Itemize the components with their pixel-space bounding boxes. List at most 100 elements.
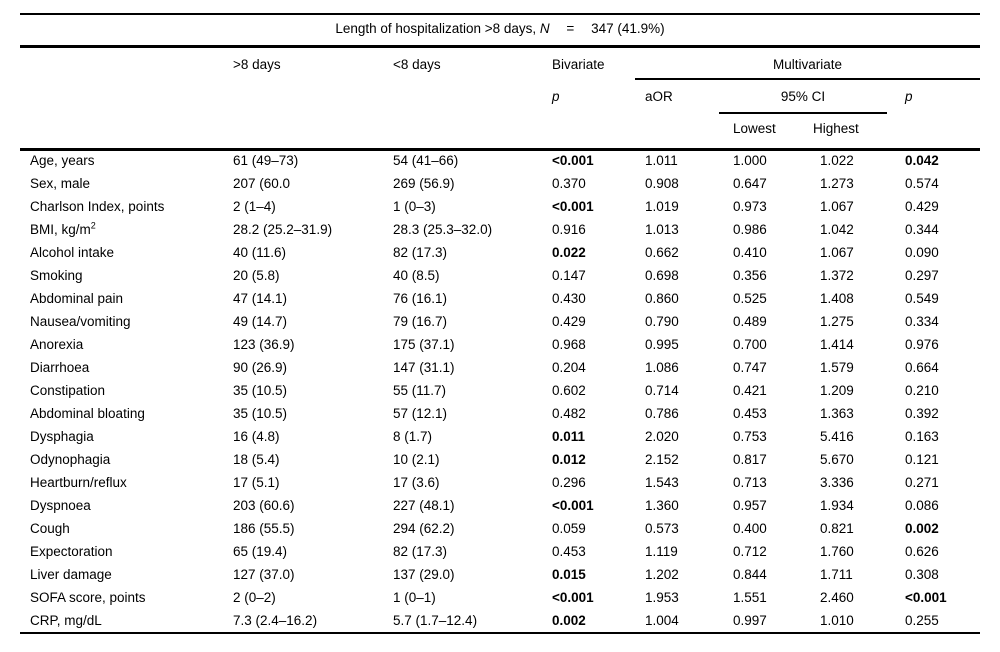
table-rule-bottom	[20, 632, 980, 634]
ci-highest-value: 1.022	[820, 153, 854, 168]
lt8-days-value: 1 (0–3)	[393, 199, 436, 214]
row-label: Constipation	[30, 383, 106, 398]
bivariate-p-value: <0.001	[552, 199, 594, 214]
ci-highest-value: 5.416	[820, 429, 854, 444]
table-title-n-symbol: N	[539, 21, 550, 36]
aor-value: 1.019	[645, 199, 679, 214]
multivariate-p-value: 0.255	[905, 613, 939, 628]
lt8-days-value: 10 (2.1)	[393, 452, 440, 467]
aor-value: 0.573	[645, 521, 679, 536]
bivariate-p-value: <0.001	[552, 590, 594, 605]
ci-highest-value: 3.336	[820, 475, 854, 490]
lt8-days-value: 269 (56.9)	[393, 176, 455, 191]
gt8-days-value: 203 (60.6)	[233, 498, 295, 513]
ci-highest-value: 1.579	[820, 360, 854, 375]
aor-value: 0.786	[645, 406, 679, 421]
table-row: Charlson Index, points 2 (1–4) 1 (0–3) <…	[0, 195, 1000, 218]
aor-value: 1.543	[645, 475, 679, 490]
table-title-text: Length of hospitalization >8 days,	[335, 21, 537, 36]
ci-lowest-value: 0.747	[733, 360, 767, 375]
multivariate-p-value: 0.121	[905, 452, 939, 467]
gt8-days-value: 16 (4.8)	[233, 429, 280, 444]
gt8-days-value: 123 (36.9)	[233, 337, 295, 352]
row-label: Abdominal pain	[30, 291, 124, 306]
ci-highest-value: 5.670	[820, 452, 854, 467]
ci-highest-value: 1.711	[820, 567, 853, 582]
lt8-days-value: 137 (29.0)	[393, 567, 455, 582]
bivariate-p-value: 0.015	[552, 567, 586, 582]
table-row: Nausea/vomiting 49 (14.7) 79 (16.7) 0.42…	[0, 310, 1000, 333]
row-label: Anorexia	[30, 337, 84, 352]
row-label: Age, years	[30, 153, 95, 168]
table-rule-header-bottom	[20, 148, 980, 151]
bivariate-p-value: 0.430	[552, 291, 586, 306]
table-row: Heartburn/reflux 17 (5.1) 17 (3.6) 0.296…	[0, 471, 1000, 494]
lt8-days-value: 227 (48.1)	[393, 498, 455, 513]
row-label: Odynophagia	[30, 452, 111, 467]
multivariate-p-value: 0.549	[905, 291, 939, 306]
lt8-days-value: 54 (41–66)	[393, 153, 459, 168]
ci-lowest-value: 0.453	[733, 406, 767, 421]
row-label: Liver damage	[30, 567, 112, 582]
bivariate-p-value: 0.370	[552, 176, 586, 191]
column-header-gt8-days: >8 days	[233, 57, 281, 72]
multivariate-p-value: <0.001	[905, 590, 947, 605]
gt8-days-value: 35 (10.5)	[233, 406, 288, 421]
bivariate-p-value: <0.001	[552, 153, 594, 168]
ci-highest-value: 1.372	[820, 268, 854, 283]
multivariate-p-value: 0.626	[905, 544, 939, 559]
table-title-equals: =	[566, 21, 575, 36]
column-header-lt8-days: <8 days	[393, 57, 441, 72]
gt8-days-value: 61 (49–73)	[233, 153, 299, 168]
ci-lowest-value: 0.525	[733, 291, 767, 306]
gt8-days-value: 90 (26.9)	[233, 360, 288, 375]
lt8-days-value: 79 (16.7)	[393, 314, 448, 329]
bivariate-p-value: 0.204	[552, 360, 586, 375]
lt8-days-value: 40 (8.5)	[393, 268, 440, 283]
row-label: Nausea/vomiting	[30, 314, 131, 329]
ci-lowest-value: 0.817	[733, 452, 767, 467]
row-label: CRP, mg/dL	[30, 613, 102, 628]
multivariate-p-value: 0.297	[905, 268, 939, 283]
column-header-bivariate: Bivariate	[552, 57, 605, 72]
aor-value: 0.790	[645, 314, 679, 329]
aor-value: 1.011	[645, 153, 678, 168]
ci-lowest-value: 0.489	[733, 314, 767, 329]
ci-lowest-value: 0.986	[733, 222, 767, 237]
gt8-days-value: 47 (14.1)	[233, 291, 288, 306]
gt8-days-value: 7.3 (2.4–16.2)	[233, 613, 318, 628]
multivariate-spanner-rule	[635, 78, 980, 80]
bivariate-p-value: 0.296	[552, 475, 586, 490]
row-label: Abdominal bloating	[30, 406, 145, 421]
aor-value: 0.698	[645, 268, 679, 283]
aor-value: 0.662	[645, 245, 679, 260]
aor-value: 0.908	[645, 176, 679, 191]
bivariate-p-value: 0.022	[552, 245, 586, 260]
multivariate-p-value: 0.002	[905, 521, 939, 536]
table-row: Diarrhoea 90 (26.9) 147 (31.1) 0.204 1.0…	[0, 356, 1000, 379]
ci-lowest-value: 0.753	[733, 429, 767, 444]
multivariate-p-value: 0.344	[905, 222, 939, 237]
lt8-days-value: 82 (17.3)	[393, 544, 448, 559]
table-title-value: 347 (41.9%)	[591, 21, 665, 36]
ci-highest-value: 1.408	[820, 291, 854, 306]
multivariate-p-value: 0.334	[905, 314, 939, 329]
ci-lowest-value: 0.844	[733, 567, 767, 582]
table-row: Smoking 20 (5.8) 40 (8.5) 0.147 0.698 0.…	[0, 264, 1000, 287]
table-row: Odynophagia 18 (5.4) 10 (2.1) 0.012 2.15…	[0, 448, 1000, 471]
multivariate-p-value: 0.392	[905, 406, 939, 421]
gt8-days-value: 18 (5.4)	[233, 452, 280, 467]
bivariate-p-value: 0.059	[552, 521, 586, 536]
bivariate-p-value: 0.147	[552, 268, 586, 283]
gt8-days-value: 35 (10.5)	[233, 383, 288, 398]
table-row: SOFA score, points 2 (0–2) 1 (0–1) <0.00…	[0, 586, 1000, 609]
multivariate-p-value: 0.574	[905, 176, 939, 191]
multivariate-p-value: 0.271	[905, 475, 939, 490]
ci-lowest-value: 0.410	[733, 245, 767, 260]
ci-highest-value: 2.460	[820, 590, 854, 605]
aor-value: 1.360	[645, 498, 679, 513]
ci-highest-value: 1.934	[820, 498, 854, 513]
ci-lowest-value: 0.957	[733, 498, 767, 513]
table-row: Abdominal pain 47 (14.1) 76 (16.1) 0.430…	[0, 287, 1000, 310]
bivariate-p-value: 0.002	[552, 613, 586, 628]
